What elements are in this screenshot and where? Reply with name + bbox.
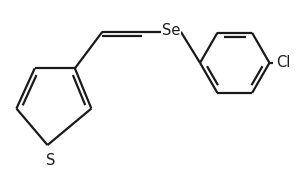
Text: Se: Se <box>162 23 180 38</box>
Text: S: S <box>46 153 55 168</box>
Text: Cl: Cl <box>276 55 290 70</box>
